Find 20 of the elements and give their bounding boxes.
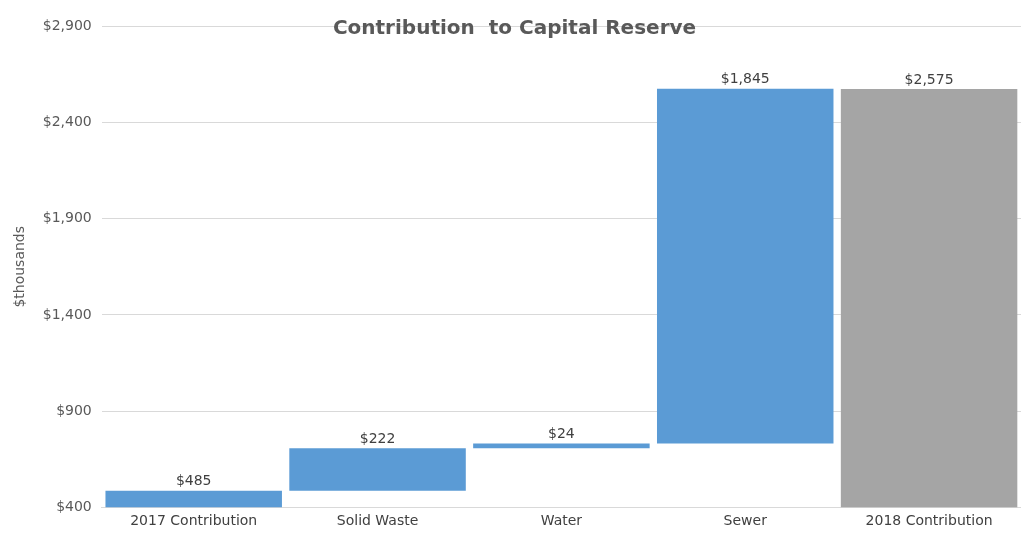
data-label: $1,845 [720, 70, 770, 87]
y-tick-label: $900 [56, 401, 92, 418]
bar [656, 88, 834, 444]
x-tick-label: 2017 Contribution [130, 512, 258, 529]
bar [289, 448, 466, 491]
x-tick-label: Sewer [723, 512, 768, 529]
data-label: $222 [359, 429, 396, 446]
y-tick-label: $1,400 [42, 305, 92, 322]
chart-title: Contribution to Capital Reserve [332, 14, 697, 39]
x-tick-label: Water [540, 512, 583, 529]
y-tick-label: $1,900 [42, 209, 92, 226]
y-tick-label: $400 [56, 497, 92, 514]
data-label: $24 [548, 425, 575, 442]
x-tick-label: Solid Waste [336, 512, 419, 529]
data-label: $485 [175, 472, 212, 489]
data-label: $2,575 [904, 70, 954, 87]
x-tick-label: 2018 Contribution [865, 512, 993, 529]
y-tick-label: $2,900 [42, 17, 92, 34]
y-tick-label: $2,400 [42, 113, 92, 130]
y-axis-title: $thousands [11, 225, 28, 308]
